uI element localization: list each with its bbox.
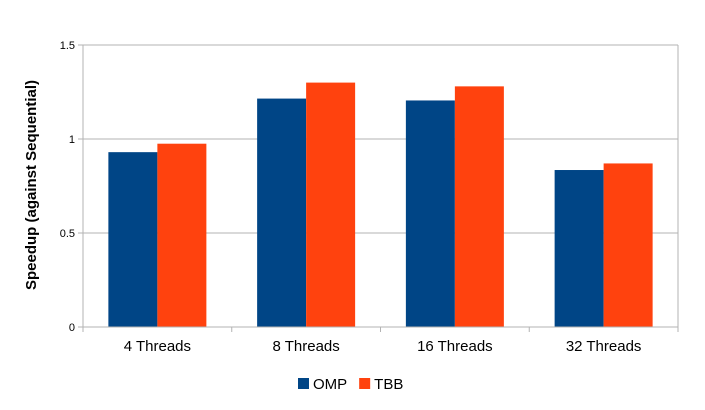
legend-label: TBB (374, 376, 403, 393)
bar-omp-2 (257, 98, 307, 327)
y-axis-label: Speedup (against Sequential) (23, 80, 40, 290)
y-tick-label: 1.5 (60, 40, 75, 52)
bar-omp-4 (554, 170, 604, 327)
bar-tbb-1 (157, 143, 207, 327)
bar-tbb-4 (603, 163, 653, 327)
legend-item-omp: OMP (298, 376, 347, 393)
y-tick-label: 0 (69, 322, 75, 334)
x-tick-labels: 4 Threads 8 Threads 16 Threads 32 Threads (124, 338, 642, 355)
y-tick-label: 0.5 (60, 228, 75, 240)
legend: OMP TBB (298, 376, 403, 393)
x-tick-label: 16 Threads (417, 338, 493, 355)
legend-swatch (298, 378, 309, 389)
x-tick-label: 8 Threads (272, 338, 339, 355)
bar-omp-1 (108, 152, 158, 327)
bar-tbb-3 (454, 86, 504, 327)
bar-tbb-2 (306, 82, 356, 327)
legend-label: OMP (313, 376, 347, 393)
y-tick-label: 1 (69, 134, 75, 146)
bars (108, 82, 653, 328)
axes (78, 45, 679, 332)
bar-omp-3 (405, 100, 455, 328)
x-tick-label: 4 Threads (124, 338, 191, 355)
y-tick-labels: 0 0.5 1 1.5 (60, 40, 75, 334)
legend-item-tbb: TBB (359, 376, 403, 393)
legend-swatch (359, 378, 371, 389)
x-tick-label: 32 Threads (566, 338, 642, 355)
